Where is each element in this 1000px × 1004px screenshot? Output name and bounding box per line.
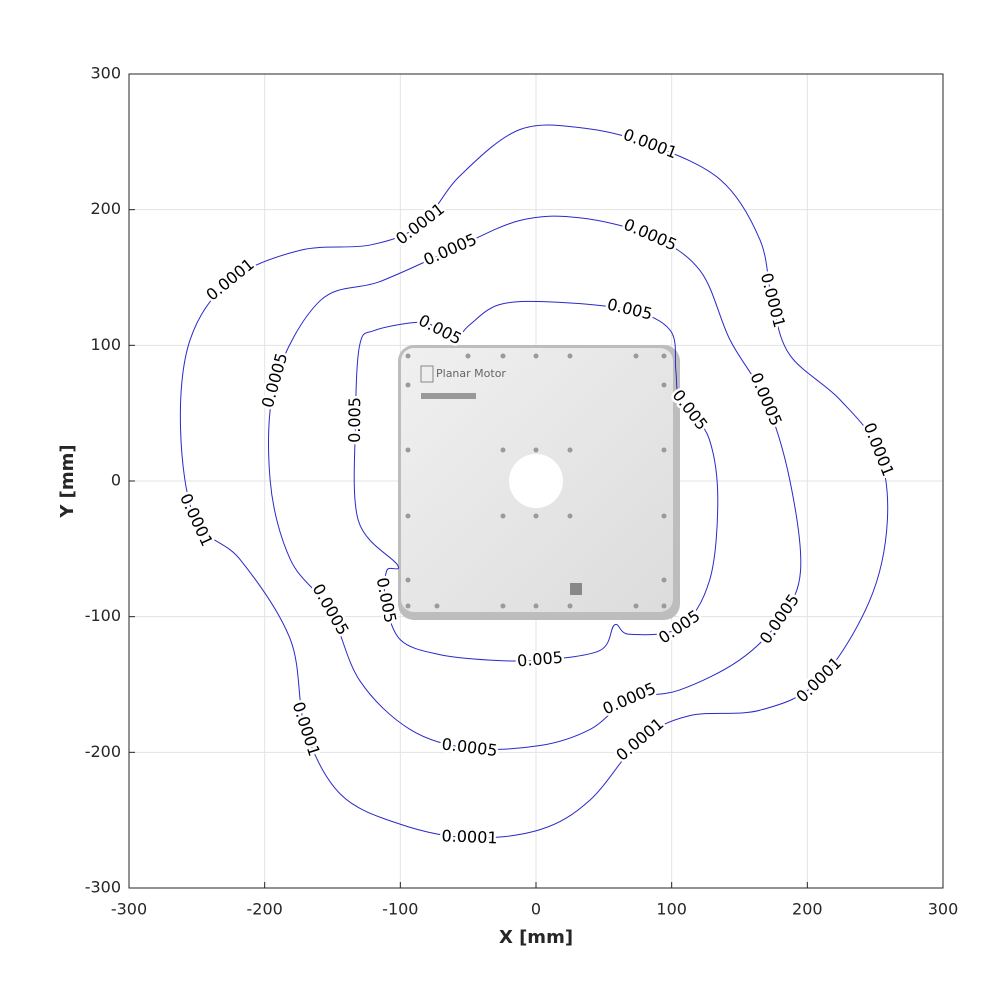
- x-tick-label: 100: [656, 900, 687, 919]
- contour-line: [353, 300, 719, 662]
- y-tick-label: 100: [90, 335, 121, 354]
- y-tick-label: -300: [85, 878, 121, 897]
- device-bolt: [405, 577, 411, 583]
- device-bolt: [661, 447, 667, 453]
- y-tick-label: 200: [90, 199, 121, 218]
- contour-label: 0.0005: [308, 580, 352, 638]
- device-bolt: [434, 603, 440, 609]
- device-barcode: [421, 393, 476, 399]
- contour-label: 0.0005: [756, 590, 803, 647]
- device-bolt: [567, 603, 573, 609]
- device-bolt: [405, 513, 411, 519]
- y-axis-title: Y [mm]: [57, 444, 78, 518]
- device-bolt: [633, 353, 639, 359]
- device-bolt: [533, 353, 539, 359]
- x-tick-label: -200: [247, 900, 283, 919]
- device-bolt: [661, 353, 667, 359]
- contour-label: 0.0001: [792, 653, 845, 706]
- y-tick-label: 300: [90, 64, 121, 83]
- device-bolt: [405, 603, 411, 609]
- contour-label: 0.005: [373, 576, 400, 625]
- planar-motor-device: Planar Motor: [398, 345, 680, 620]
- y-tick-label: -100: [85, 606, 121, 625]
- device-bolt: [661, 513, 667, 519]
- device-brand: Planar Motor: [436, 367, 506, 380]
- contour-label: 0.0001: [757, 271, 789, 330]
- contour-label: 0.005: [516, 648, 563, 671]
- device-bolt: [661, 382, 667, 388]
- device-bolt: [465, 353, 471, 359]
- device-bolt: [567, 353, 573, 359]
- x-tick-label: -100: [382, 900, 418, 919]
- contour-label: 0.0001: [176, 491, 217, 550]
- device-bolt: [405, 447, 411, 453]
- device-bolt: [567, 513, 573, 519]
- x-tick-label: -300: [111, 900, 147, 919]
- contour-label: 0.005: [415, 311, 464, 349]
- x-tick-label: 0: [531, 900, 541, 919]
- device-bolt: [567, 447, 573, 453]
- contour-label: 0.0001: [441, 826, 498, 847]
- device-bolt: [500, 353, 506, 359]
- contour-label: 0.0001: [621, 125, 680, 163]
- device-bolt: [500, 447, 506, 453]
- device-bolt: [533, 513, 539, 519]
- device-bolt: [500, 513, 506, 519]
- device-bolt: [661, 603, 667, 609]
- contour-label: 0.0005: [441, 734, 499, 760]
- contour-label: 0.0005: [258, 351, 291, 410]
- device-bolt: [661, 577, 667, 583]
- contour-label: 0.005: [605, 295, 654, 324]
- contour-label: 0.0005: [600, 679, 659, 719]
- contour-label: 0.0001: [202, 254, 257, 304]
- device-bolt: [405, 353, 411, 359]
- y-tick-label: 0: [111, 471, 121, 490]
- x-tick-label: 200: [792, 900, 823, 919]
- contour-label: 0.0001: [612, 714, 667, 765]
- contour-line: [268, 215, 802, 750]
- device-bolt: [500, 603, 506, 609]
- device-logo: [420, 365, 434, 383]
- contour-label: 0.0005: [421, 230, 480, 270]
- device-hole: [509, 454, 563, 508]
- contour-label: 0.0001: [860, 420, 898, 479]
- contour-label: 0.005: [345, 397, 364, 443]
- x-tick-label: 300: [928, 900, 959, 919]
- device-bolt: [405, 382, 411, 388]
- x-axis-title: X [mm]: [499, 927, 573, 948]
- contour-label: 0.0005: [621, 215, 680, 255]
- device-bolt: [533, 447, 539, 453]
- contour-line: [179, 124, 889, 839]
- contour-label: 0.0001: [289, 699, 324, 758]
- device-bolt: [633, 603, 639, 609]
- contour-label: 0.0005: [746, 370, 785, 429]
- device-bolt: [533, 603, 539, 609]
- y-tick-label: -200: [85, 742, 121, 761]
- device-qr: [570, 583, 582, 595]
